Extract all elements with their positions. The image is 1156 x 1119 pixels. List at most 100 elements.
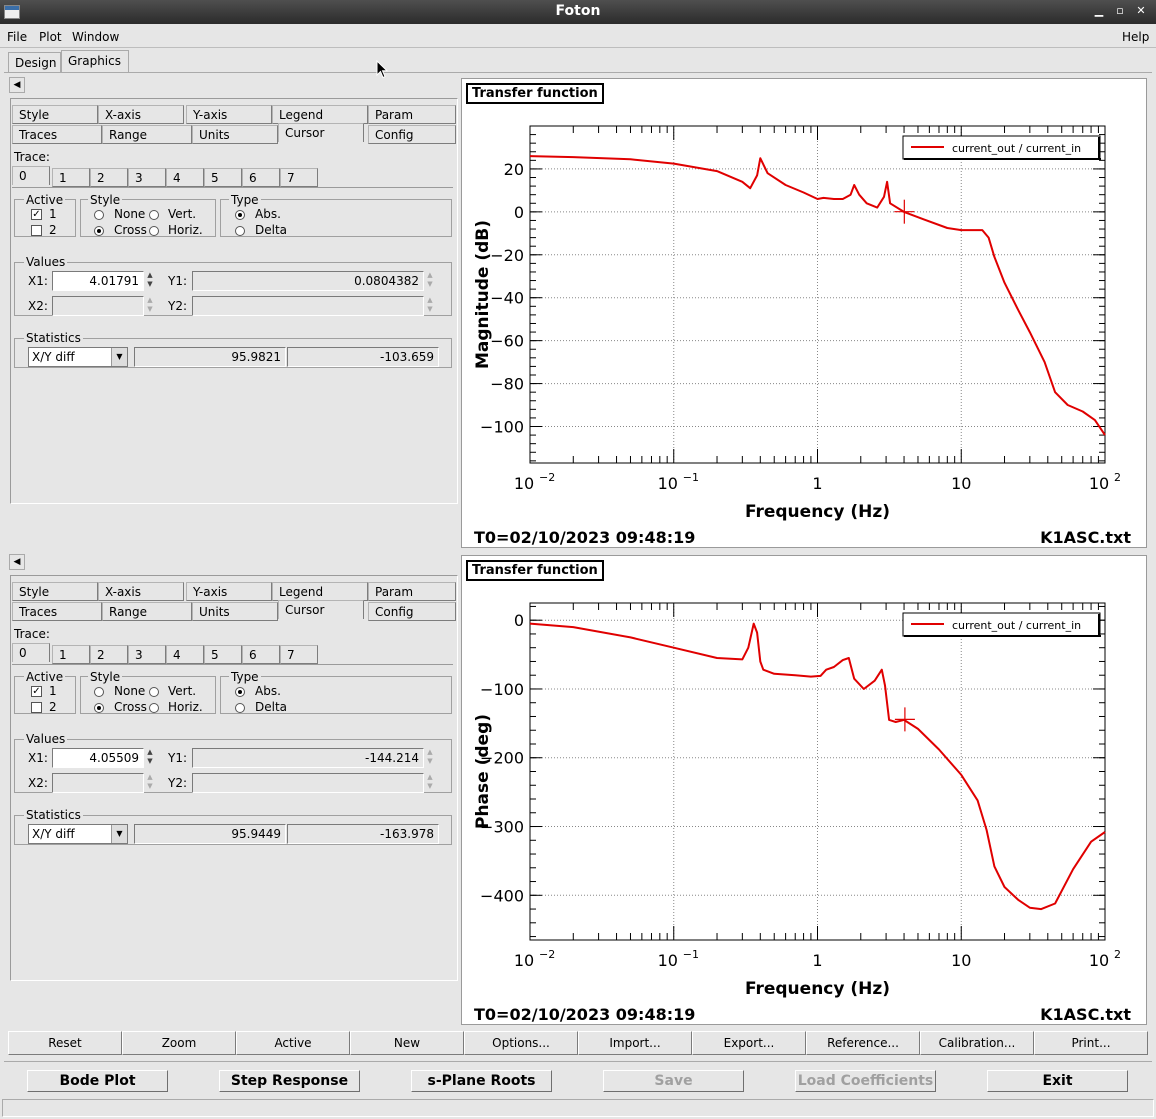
stat-y-field: -103.659 (287, 347, 439, 367)
menu-plot[interactable]: Plot (39, 30, 62, 44)
trace-tab-2[interactable]: 2 (90, 168, 128, 187)
exit-button[interactable]: Exit (987, 1070, 1128, 1092)
collapse-button[interactable]: ◀ (9, 77, 25, 93)
s-plane-roots-button[interactable]: s-Plane Roots (411, 1070, 552, 1092)
toolbar-new-button[interactable]: New (350, 1031, 464, 1055)
x1-spinner[interactable]: ▲ ▼ (147, 748, 153, 765)
option-tab-range[interactable]: Range (102, 602, 192, 621)
toolbar-zoom-button[interactable]: Zoom (122, 1031, 236, 1055)
type-abs-label: Abs. (255, 684, 281, 698)
option-tab-y-axis[interactable]: Y-axis (186, 582, 272, 601)
toolbar-import-button[interactable]: Import... (578, 1031, 692, 1055)
maximize-icon[interactable]: ▫ (1116, 4, 1124, 17)
style-none-radio[interactable] (94, 687, 104, 697)
mouse-pointer-icon (376, 60, 389, 79)
style-cross-radio[interactable] (94, 703, 104, 713)
option-tab-style[interactable]: Style (12, 105, 98, 124)
trace-tab-0[interactable]: 0 (12, 643, 50, 662)
x1-spinner[interactable]: ▲ ▼ (147, 271, 153, 288)
values-label: Values (24, 255, 68, 269)
type-delta-radio[interactable] (235, 703, 245, 713)
trace-tab-7[interactable]: 7 (280, 168, 318, 187)
collapse-button[interactable]: ◀ (9, 554, 25, 570)
menu-help[interactable]: Help (1122, 30, 1150, 44)
style-vert-radio[interactable] (149, 210, 159, 220)
tab-graphics[interactable]: Graphics (61, 50, 129, 72)
type-abs-radio[interactable] (235, 210, 245, 220)
option-tab-x-axis[interactable]: X-axis (98, 582, 184, 601)
window-title: Foton (555, 3, 601, 19)
trace-tab-6[interactable]: 6 (242, 168, 280, 187)
option-tab-units[interactable]: Units (192, 602, 278, 621)
trace-tab-0[interactable]: 0 (12, 166, 50, 185)
trace-tab-2[interactable]: 2 (90, 645, 128, 664)
statistics-mode-select[interactable]: X/Y diff ▼ (28, 347, 128, 367)
statistics-mode-select[interactable]: X/Y diff ▼ (28, 824, 128, 844)
plot-phase[interactable]: 0 −100 −200 −300 −400 10 −2 10 −1 10 2 1 10 Frequency… (461, 555, 1147, 1025)
active-1-checkbox[interactable]: ✓ (31, 686, 42, 697)
trace-tab-3[interactable]: 3 (128, 168, 166, 187)
close-icon[interactable]: ✕ (1136, 4, 1146, 17)
option-tab-traces[interactable]: Traces (12, 125, 102, 144)
style-vert-radio[interactable] (149, 687, 159, 697)
trace-tab-4[interactable]: 4 (166, 645, 204, 664)
option-tab-range[interactable]: Range (102, 125, 192, 144)
option-tab-cursor[interactable]: Cursor (278, 600, 364, 619)
active-1-checkbox[interactable]: ✓ (31, 209, 42, 220)
option-tab-units[interactable]: Units (192, 125, 278, 144)
trace-tab-1[interactable]: 1 (52, 168, 90, 187)
toolbar-reset-button[interactable]: Reset (8, 1031, 122, 1055)
toolbar-print-button[interactable]: Print... (1034, 1031, 1148, 1055)
save-button[interactable]: Save (603, 1070, 744, 1092)
options-frame (10, 98, 458, 504)
y2-field (192, 773, 424, 793)
menu-window[interactable]: Window (72, 30, 120, 44)
trace-tab-5[interactable]: 5 (204, 168, 242, 187)
active-2-checkbox[interactable] (31, 702, 42, 713)
load-coefficients-button[interactable]: Load Coefficients (795, 1070, 936, 1092)
bode-plot-button[interactable]: Bode Plot (27, 1070, 168, 1092)
legend: current_out / current_in (902, 612, 1101, 637)
trace-tab-1[interactable]: 1 (52, 645, 90, 664)
toolbar-calibration-button[interactable]: Calibration... (920, 1031, 1034, 1055)
type-delta-radio[interactable] (235, 226, 245, 236)
option-tab-legend[interactable]: Legend (272, 105, 368, 124)
trace-tab-4[interactable]: 4 (166, 168, 204, 187)
trace-tab-7[interactable]: 7 (280, 645, 318, 664)
option-tab-style[interactable]: Style (12, 582, 98, 601)
option-tab-param[interactable]: Param (368, 582, 456, 601)
x1-input[interactable]: 4.05509 (52, 748, 144, 768)
option-tab-config[interactable]: Config (368, 602, 456, 621)
plot-magnitude[interactable]: 20 0 −20 −40 −60 −80 −100 10 −2 10 −1 10 2 1 10 Frequen… (461, 78, 1147, 548)
style-horiz-radio[interactable] (149, 226, 159, 236)
step-response-button[interactable]: Step Response (219, 1070, 360, 1092)
toolbar-options-button[interactable]: Options... (464, 1031, 578, 1055)
option-tab-config[interactable]: Config (368, 125, 456, 144)
trace-tab-6[interactable]: 6 (242, 645, 280, 664)
menu-file[interactable]: File (7, 30, 28, 44)
minimize-icon[interactable]: ▁ (1094, 4, 1104, 17)
x1-input[interactable]: 4.01791 (52, 271, 144, 291)
option-tab-param[interactable]: Param (368, 105, 456, 124)
x1-label: X1: (28, 751, 48, 765)
type-abs-radio[interactable] (235, 687, 245, 697)
type-group (220, 199, 452, 237)
trace-tab-5[interactable]: 5 (204, 645, 242, 664)
option-tab-x-axis[interactable]: X-axis (98, 105, 184, 124)
tab-design[interactable]: Design (8, 52, 61, 72)
toolbar-active-button[interactable]: Active (236, 1031, 350, 1055)
option-tab-legend[interactable]: Legend (272, 582, 368, 601)
option-tab-cursor[interactable]: Cursor (278, 123, 364, 142)
style-cross-radio[interactable] (94, 226, 104, 236)
y1-label: Y1: (168, 751, 188, 765)
option-tab-y-axis[interactable]: Y-axis (186, 105, 272, 124)
trace-tab-3[interactable]: 3 (128, 645, 166, 664)
toolbar-reference-button[interactable]: Reference... (806, 1031, 920, 1055)
toolbar-export-button[interactable]: Export... (692, 1031, 806, 1055)
style-cross-label: Cross (114, 700, 147, 714)
stat-x-field: 95.9449 (134, 824, 286, 844)
active-2-checkbox[interactable] (31, 225, 42, 236)
option-tab-traces[interactable]: Traces (12, 602, 102, 621)
style-horiz-radio[interactable] (149, 703, 159, 713)
style-none-radio[interactable] (94, 210, 104, 220)
